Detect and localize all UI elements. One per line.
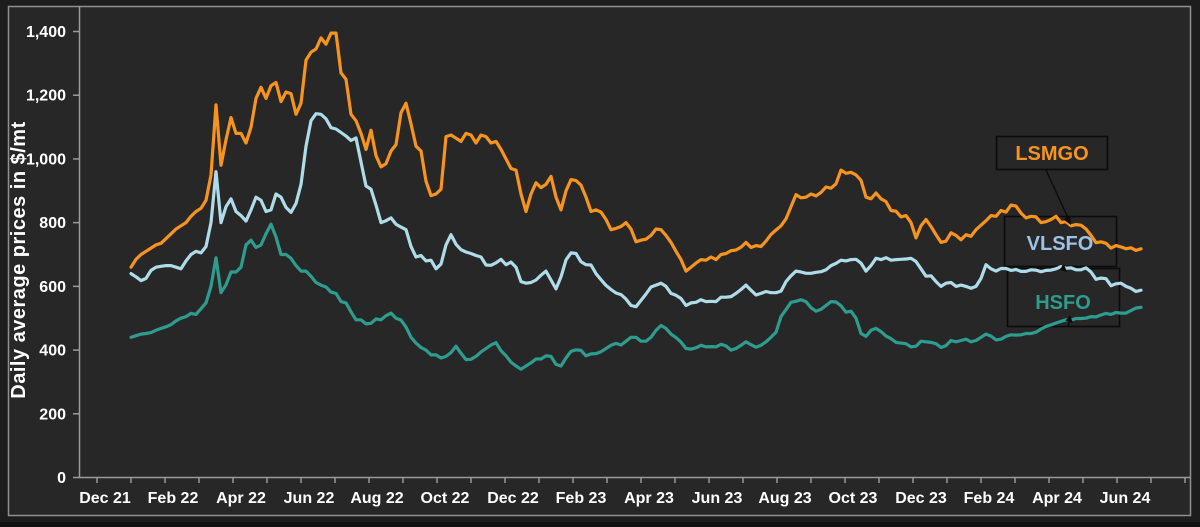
legend-box-lsmgo	[995, 135, 1109, 171]
legend-label-vlsfo: VLSFO	[1027, 233, 1094, 255]
x-tick-label: Jun 24	[1100, 490, 1151, 507]
x-tick-label: Aug 23	[758, 490, 811, 507]
figure-frame	[7, 5, 1192, 517]
x-tick-label: Dec 22	[487, 490, 539, 507]
y-tick-label: 1,200	[26, 88, 66, 105]
y-tick-label: 800	[39, 215, 66, 232]
y-tick-label: 0	[57, 470, 66, 487]
legend-label-lsmgo: LSMGO	[1015, 143, 1088, 165]
vlsfo-callout-arrowhead	[1059, 264, 1067, 272]
y-tick-label: 200	[39, 406, 66, 423]
y-tick-label: 600	[39, 279, 66, 296]
x-tick-label: Dec 21	[79, 490, 131, 507]
y-tick-label: 400	[39, 343, 66, 360]
series-line-vlsfo	[129, 112, 1143, 309]
x-tick-label: Jun 23	[692, 490, 743, 507]
x-tick-label: Feb 22	[148, 490, 199, 507]
hsfo-callout-arrowhead	[1065, 315, 1073, 323]
plot-lines	[129, 31, 1143, 371]
x-tick-label: Oct 22	[421, 490, 470, 507]
x-tick-label: Feb 24	[964, 490, 1015, 507]
x-axis: Dec 21 Feb 22 Apr 22 Jun 22 Aug 22 Oct 22 Dec …	[79, 477, 1186, 507]
y-axis: 0 200 400 600 800 1,000 1,200 1,400	[26, 24, 80, 487]
x-tick-label: Apr 23	[624, 490, 674, 507]
lsmgo-callout-line	[1045, 169, 1069, 219]
y-axis-title: Daily average prices in $/mt	[8, 121, 30, 398]
y-tick-label: 1,400	[26, 24, 66, 41]
x-tick-label: Aug 22	[350, 490, 403, 507]
series-line-hsfo	[129, 222, 1143, 371]
y-tick-label: 1,000	[26, 151, 66, 168]
legend-label-hsfo: HSFO	[1035, 292, 1091, 314]
series-line-lsmgo	[129, 31, 1143, 273]
x-tick-label: Feb 23	[556, 490, 607, 507]
x-tick-label: Jun 22	[284, 490, 335, 507]
x-tick-label: Apr 24	[1032, 490, 1082, 507]
x-tick-label: Apr 22	[216, 490, 266, 507]
x-tick-label: Dec 23	[895, 490, 947, 507]
x-tick-label: Oct 23	[829, 490, 878, 507]
lsmgo-callout-arrowhead	[1063, 215, 1071, 225]
